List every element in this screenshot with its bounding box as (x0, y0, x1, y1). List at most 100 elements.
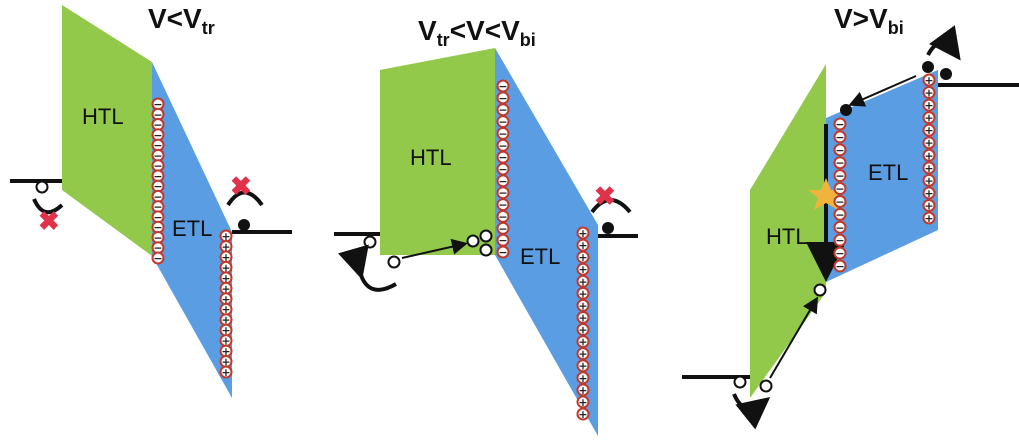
positive-charge (922, 73, 936, 87)
positive-charge (219, 365, 233, 379)
positive-charge-symbol: + (221, 314, 230, 327)
positive-charge-symbol: + (578, 372, 587, 385)
negative-charge-symbol: − (498, 187, 507, 200)
positive-charge (922, 148, 936, 162)
positive-charge (576, 250, 590, 264)
negative-charge-symbol: − (835, 157, 844, 170)
electron (238, 219, 250, 231)
electron (940, 68, 952, 80)
positive-charge-symbol: + (578, 227, 587, 240)
positive-charge-symbol: + (924, 162, 933, 175)
htl-label: HTL (410, 145, 452, 170)
positive-charge-symbol: + (221, 230, 230, 243)
negative-charge-symbol: − (498, 163, 507, 176)
negative-charge-column: −−−−−−−−−−−− (833, 117, 847, 273)
negative-charge-column: −−−−−−−−−−−−−−− (496, 79, 510, 259)
positive-charge (922, 111, 936, 125)
negative-charge-symbol: − (498, 246, 507, 259)
positive-charge (922, 136, 936, 150)
negative-charge-symbol: − (498, 151, 507, 164)
negative-charge-symbol: − (498, 127, 507, 140)
negative-charge-symbol: − (153, 98, 162, 111)
negative-charge (833, 233, 847, 247)
negative-charge-symbol: − (498, 222, 507, 235)
positive-charge-symbol: + (221, 345, 230, 358)
accumulated-hole (479, 243, 493, 257)
positive-charge-symbol: + (221, 240, 230, 253)
hole (363, 235, 377, 249)
positive-charge-symbol: + (924, 199, 933, 212)
negative-charge-symbol: − (835, 234, 844, 247)
negative-charge-symbol: − (153, 149, 162, 162)
htl-label: HTL (82, 104, 124, 129)
blocked-injection-arc (32, 198, 64, 215)
positive-charge-symbol: + (578, 275, 587, 288)
electron-transport-arrow (848, 75, 917, 107)
htl-layer (62, 5, 152, 256)
positive-charge-symbol: + (578, 299, 587, 312)
positive-charge (576, 274, 590, 288)
negative-charge-symbol: − (153, 139, 162, 152)
positive-charge-symbol: + (924, 212, 933, 225)
blocked-x-icon: ✖ (38, 206, 60, 236)
positive-charge (576, 347, 590, 361)
positive-charge-symbol: + (924, 149, 933, 162)
negative-charge-symbol: − (835, 195, 844, 208)
negative-charge-symbol: − (153, 211, 162, 224)
positive-charge (576, 395, 590, 409)
positive-charge (576, 383, 590, 397)
panel-1-title: V<Vtr (148, 3, 215, 38)
panel-1: V<Vtr HTL ETL ✖ ✖ −−−−−−−−−−−−−−−− +++++… (10, 3, 292, 398)
negative-charge-symbol: − (153, 180, 162, 193)
positive-charge (576, 286, 590, 300)
positive-charge (576, 262, 590, 276)
negative-charge-symbol: − (835, 144, 844, 157)
etl-layer (152, 62, 232, 398)
negative-charge-symbol: − (153, 160, 162, 173)
negative-charge-column: −−−−−−−−−−−−−−−− (151, 97, 165, 265)
htl-layer (380, 48, 495, 255)
etl-label: ETL (520, 244, 560, 269)
negative-charge-symbol: − (835, 183, 844, 196)
positive-charge (576, 238, 590, 252)
negative-charge-symbol: − (498, 92, 507, 105)
injection-arc (732, 393, 771, 430)
hole (759, 379, 773, 393)
negative-charge-symbol: − (498, 104, 507, 117)
negative-charge-symbol: − (153, 119, 162, 132)
injection-arc (926, 25, 961, 61)
positive-charge (922, 98, 936, 112)
panel-2: Vtr<V<Vbi HTL ETL ✖ −−−−−−−−−−−−−−− ++++… (334, 15, 638, 436)
positive-charge-symbol: + (578, 396, 587, 409)
hole (35, 180, 49, 194)
negative-charge-symbol: − (498, 175, 507, 188)
negative-charge (833, 143, 847, 157)
blocked-injection-arc (590, 198, 632, 214)
positive-charge-symbol: + (924, 99, 933, 112)
electron (922, 61, 934, 73)
blocked-x-icon: ✖ (594, 181, 616, 211)
positive-charge-symbol: + (578, 336, 587, 349)
positive-charge-symbol: + (221, 251, 230, 264)
positive-charge-symbol: + (924, 174, 933, 187)
panel-3: V>Vbi HTL ETL −−−−−−−−−−−− ++++++++++++ (682, 3, 1019, 430)
positive-charge-symbol: + (578, 287, 587, 300)
positive-charge-column: ++++++++++++++++ (576, 226, 590, 421)
positive-charge (576, 335, 590, 349)
negative-charge (151, 251, 165, 265)
positive-charge-column: ++++++++++++ (922, 73, 936, 225)
blocked-x-icon: ✖ (230, 171, 252, 201)
negative-charge-symbol: − (835, 170, 844, 183)
positive-charge-symbol: + (924, 74, 933, 87)
hole-transport-arrow (401, 238, 468, 259)
positive-charge-symbol: + (578, 239, 587, 252)
positive-charge (922, 186, 936, 200)
negative-charge-symbol: − (498, 116, 507, 129)
panel-2-title: Vtr<V<Vbi (418, 15, 536, 50)
negative-charge (833, 117, 847, 131)
blocked-injection-arc (226, 190, 264, 207)
hole (387, 255, 401, 269)
positive-charge-symbol: + (578, 348, 587, 361)
negative-charge (833, 130, 847, 144)
